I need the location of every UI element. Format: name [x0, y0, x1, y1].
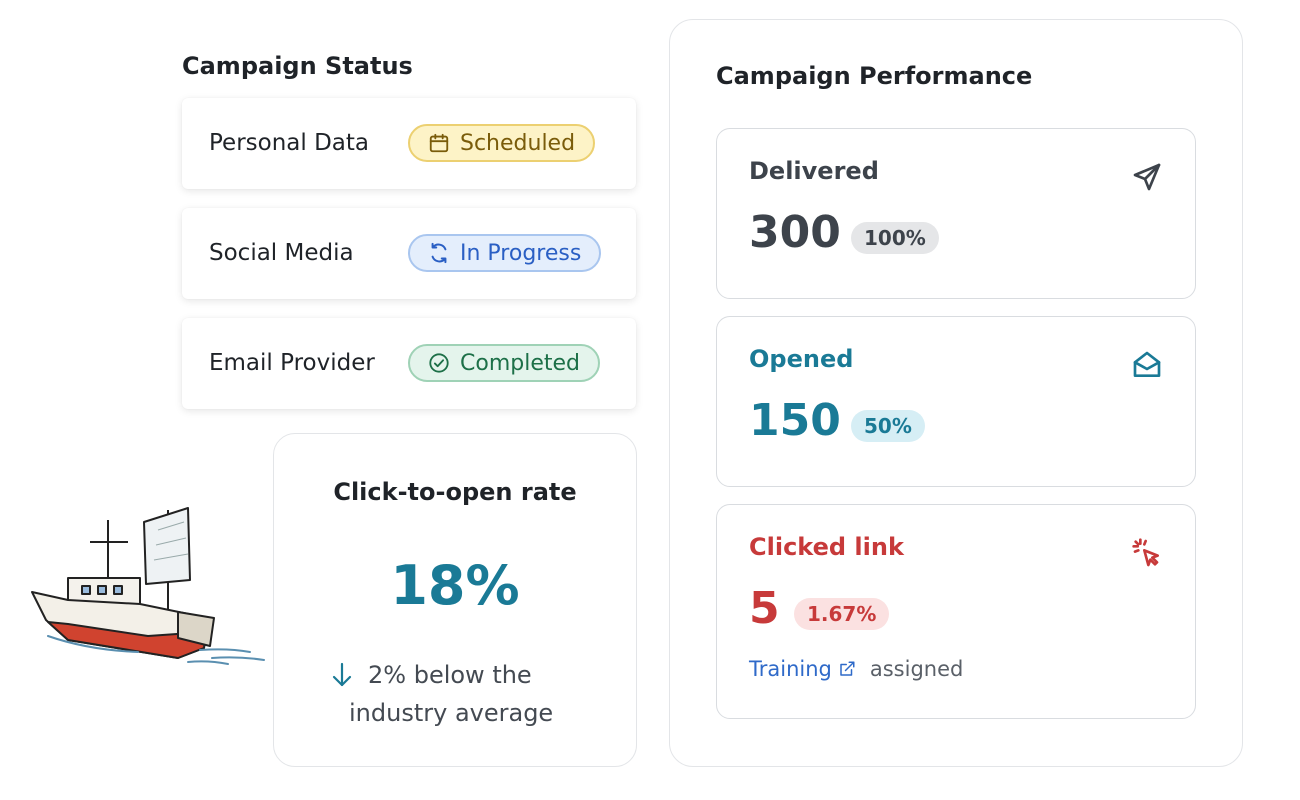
delivered-value: 300 [749, 207, 841, 258]
opened-label: Opened [749, 345, 854, 373]
status-badge-completed: Completed [408, 344, 600, 382]
clicked-percent-badge: 1.67% [794, 598, 890, 630]
training-assigned-text: assigned [869, 657, 964, 681]
delivered-card: Delivered 300 100% [716, 128, 1196, 299]
status-name: Personal Data [209, 130, 370, 156]
comparison-line1: 2% below the [368, 661, 532, 689]
click-to-open-card: Click-to-open rate 18% 2% below the indu… [273, 433, 637, 767]
external-link-icon[interactable] [838, 660, 856, 678]
opened-percent-badge: 50% [851, 410, 925, 442]
check-circle-icon [429, 353, 449, 373]
status-label: In Progress [460, 240, 582, 266]
click-to-open-value: 18% [390, 554, 520, 617]
training-assigned-row: Training assigned [749, 657, 963, 681]
training-link[interactable]: Training [749, 657, 832, 681]
status-name: Email Provider [209, 350, 375, 376]
clicked-value: 5 [749, 583, 780, 634]
boat-illustration [31, 507, 265, 665]
comparison-line2: industry average [349, 699, 554, 727]
status-card-personal-data: Personal Data Scheduled [182, 98, 636, 189]
arrow-down-icon [332, 662, 352, 687]
campaign-performance-title: Campaign Performance [716, 62, 1033, 90]
status-badge-in-progress: In Progress [408, 234, 602, 272]
status-label: Completed [460, 350, 580, 376]
campaign-status-title: Campaign Status [182, 52, 413, 80]
send-icon [1133, 163, 1161, 191]
status-card-social-media: Social Media In Progress [182, 208, 636, 299]
click-to-open-title: Click-to-open rate [333, 478, 577, 506]
cursor-click-icon [1132, 538, 1159, 567]
status-card-email-provider: Email Provider Completed [182, 318, 636, 409]
status-name: Social Media [209, 240, 354, 266]
status-label: Scheduled [460, 130, 576, 156]
opened-card: Opened 150 50% [716, 316, 1196, 487]
delivered-percent-badge: 100% [851, 222, 939, 254]
calendar-icon [429, 133, 449, 153]
opened-value: 150 [749, 395, 841, 446]
delivered-label: Delivered [749, 157, 879, 185]
refresh-icon [431, 242, 447, 264]
clicked-link-card: Clicked link 5 1.67% Training assigned [716, 504, 1196, 719]
envelope-open-icon [1133, 351, 1161, 377]
status-badge-scheduled: Scheduled [408, 124, 596, 162]
clicked-label: Clicked link [749, 533, 904, 561]
